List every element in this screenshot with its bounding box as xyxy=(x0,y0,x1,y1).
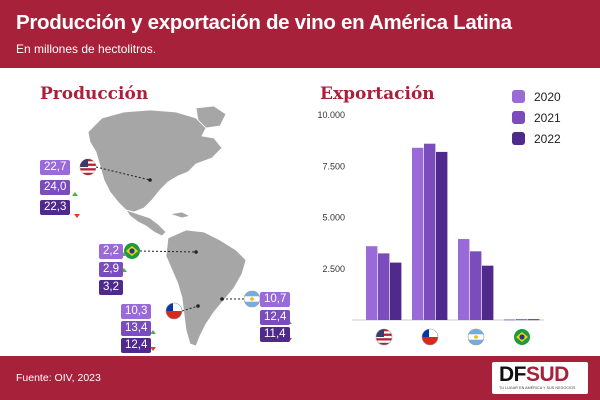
down-arrow-icon xyxy=(150,347,156,351)
flag-chile-map xyxy=(165,302,183,320)
legend-item-2021: 2021 xyxy=(512,111,600,129)
source-note: Fuente: OIV, 2023 xyxy=(16,372,101,384)
bar-3-2022 xyxy=(528,319,540,321)
badge-chile-2020: 10,3 xyxy=(121,304,152,319)
flag-brazil-map xyxy=(124,243,140,259)
north-america-shape xyxy=(87,109,223,213)
badge-usa-2022: 22,3 xyxy=(40,200,71,215)
logo-text-a: DF xyxy=(499,363,527,386)
page-subtitle: En millones de hectolitros. xyxy=(16,42,157,56)
bar-2-2022 xyxy=(482,265,494,320)
bar-1-2022 xyxy=(436,151,448,320)
legend-item-2020: 2020 xyxy=(512,90,600,108)
down-arrow-icon xyxy=(74,214,80,218)
badge-usa-2020: 22,7 xyxy=(40,160,71,175)
badge-brazil-2020: 2,2 xyxy=(99,244,123,259)
up-arrow-icon xyxy=(150,330,156,334)
up-arrow-icon xyxy=(72,192,78,196)
badge-brazil-2021: 2,9 xyxy=(99,262,123,277)
bar-0-2022 xyxy=(390,262,402,320)
badge-brazil-2022: 3,2 xyxy=(99,280,123,295)
header-banner: Producción y exportación de vino en Amér… xyxy=(0,0,600,68)
caribbean-shape xyxy=(169,211,192,219)
bar-0-2021 xyxy=(378,253,390,320)
grape-icon xyxy=(512,111,525,124)
flag-argentina-icon xyxy=(467,328,485,346)
logo-tagline: TU LUGAR EN AMÉRICA Y SUS NEGOCIOS xyxy=(499,386,576,390)
y-tick-label: 5.000 xyxy=(322,213,345,223)
logo-text-b: SUD xyxy=(526,363,569,386)
flag-usa-icon xyxy=(375,328,393,346)
badge-chile-2021: 13,4 xyxy=(121,321,152,336)
y-tick-label: 10.000 xyxy=(317,110,345,120)
legend-label: 2022 xyxy=(534,132,561,146)
production-section-title: Producción xyxy=(40,84,149,104)
dfsud-logo: DFSUD TU LUGAR EN AMÉRICA Y SUS NEGOCIOS xyxy=(492,362,588,394)
bar-0-2020 xyxy=(366,246,378,320)
grape-icon xyxy=(512,90,525,103)
logo-wordmark: DFSUD xyxy=(499,363,569,387)
bar-2-2020 xyxy=(458,239,470,320)
south-america-shape xyxy=(165,229,247,347)
bar-2-2021 xyxy=(470,251,482,320)
flag-brazil-icon xyxy=(514,329,530,345)
badge-argentina-2022: 11,4 xyxy=(260,327,290,342)
badge-usa-2021: 24,0 xyxy=(40,180,71,195)
bar-3-2020 xyxy=(504,319,516,321)
y-tick-label: 2.500 xyxy=(322,264,345,274)
badge-chile-2022: 12,4 xyxy=(121,338,152,353)
flag-argentina-map xyxy=(243,290,261,308)
bar-3-2021 xyxy=(516,319,528,321)
legend-label: 2020 xyxy=(534,90,561,104)
flag-usa-map xyxy=(79,158,97,176)
badge-argentina-2020: 10,7 xyxy=(260,292,291,307)
y-tick-label: 7.500 xyxy=(322,161,345,171)
badge-argentina-2021: 12,4 xyxy=(260,310,291,325)
bar-1-2021 xyxy=(424,143,436,320)
legend-item-2022: 2022 xyxy=(512,132,600,150)
flag-chile-icon xyxy=(421,328,439,346)
legend-label: 2021 xyxy=(534,111,561,125)
grape-icon xyxy=(512,132,525,145)
page-title: Producción y exportación de vino en Amér… xyxy=(16,11,512,34)
export-section-title: Exportación xyxy=(320,84,435,104)
bar-1-2020 xyxy=(412,147,424,320)
central-america-shape xyxy=(125,209,167,237)
greenland-shape xyxy=(195,105,227,129)
